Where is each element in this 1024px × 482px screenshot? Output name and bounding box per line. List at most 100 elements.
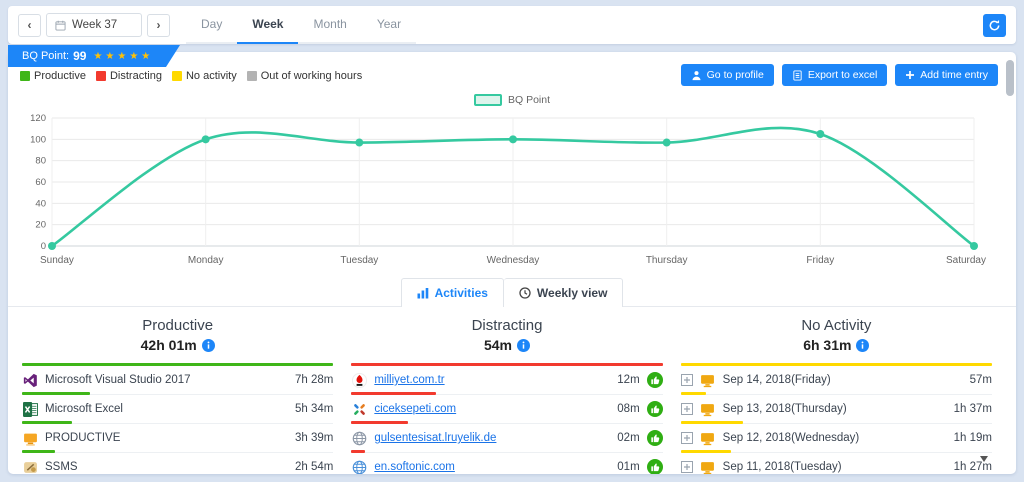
site-link[interactable]: ciceksepeti.com	[374, 403, 457, 415]
tab-week[interactable]: Week	[237, 6, 299, 44]
distracting-swatch	[95, 71, 106, 81]
monitor-icon	[700, 372, 716, 388]
thumbs-up-icon[interactable]	[646, 459, 663, 474]
scrollbar-thumb[interactable]	[1006, 60, 1014, 96]
table-row: Sep 12, 2018(Wednesday) 1h 19m	[680, 424, 992, 453]
duration: 3h 39m	[294, 432, 334, 444]
svg-text:0: 0	[41, 241, 46, 252]
table-row: gulsentesisat.lruyelik.de 02m	[351, 424, 663, 453]
table-row: Sep 14, 2018(Friday) 57m	[680, 366, 992, 395]
range-tabs: Day Week Month Year	[186, 6, 417, 44]
table-row: milliyet.com.tr 12m	[351, 366, 663, 395]
tab-weekly-view[interactable]: Weekly view	[503, 278, 624, 307]
usage-bar	[680, 421, 743, 424]
add-time-entry-button[interactable]: Add time entry	[895, 64, 998, 86]
week-picker-input[interactable]: Week 37	[46, 13, 142, 37]
usage-bar	[22, 392, 90, 395]
duration: 1h 37m	[953, 403, 992, 415]
table-row[interactable]: Microsoft Visual Studio 2017 7h 28m	[22, 366, 334, 395]
clock-icon	[519, 287, 531, 299]
plus-icon	[905, 70, 915, 80]
export-to-excel-button[interactable]: Export to excel	[781, 64, 888, 86]
date-label: Sep 12, 2018(Wednesday)	[722, 432, 860, 444]
site-link[interactable]: milliyet.com.tr	[374, 374, 445, 386]
legend-distracting: Distracting	[95, 70, 162, 82]
productive-title: Productive	[142, 317, 214, 334]
refresh-icon	[988, 19, 1001, 32]
site-link[interactable]: gulsentesisat.lruyelik.de	[374, 432, 497, 444]
thumbs-up-icon[interactable]	[646, 401, 663, 417]
tab-month[interactable]: Month	[298, 6, 362, 44]
monitor-icon	[700, 459, 716, 474]
export-file-icon	[792, 69, 803, 81]
expand-icon[interactable]	[680, 403, 693, 415]
svg-text:100: 100	[30, 134, 46, 145]
bq-point-label: BQ Point:	[22, 50, 70, 62]
monitor-icon	[700, 430, 716, 446]
usage-bar	[351, 392, 437, 395]
table-row[interactable]: PRODUCTIVE 3h 39m	[22, 424, 334, 453]
duration: 01m	[617, 461, 640, 473]
site-link[interactable]: en.softonic.com	[374, 461, 455, 473]
dashboard-card: Productive Distracting No activity Out o…	[8, 52, 1016, 474]
monitor-icon	[700, 401, 716, 417]
visual-studio-icon	[22, 372, 38, 388]
productive-total: 42h 01m	[140, 337, 197, 353]
chart-legend[interactable]: BQ Point	[8, 94, 1016, 106]
table-row: Sep 11, 2018(Tuesday) 1h 27m	[680, 453, 992, 474]
expand-icon[interactable]	[680, 432, 693, 444]
distracting-title: Distracting	[471, 317, 543, 334]
table-row[interactable]: Microsoft Excel 5h 34m	[22, 395, 334, 424]
distracting-column: Distracting 54m milliyet.com.tr 12m cice…	[351, 307, 663, 474]
go-to-profile-button[interactable]: Go to profile	[680, 64, 774, 86]
app-name: Microsoft Visual Studio 2017	[45, 374, 191, 386]
view-tabs: Activities Weekly view	[8, 278, 1016, 307]
bq-point-chart: 0 20 40 60 80 100 120 Sunday Monday Tuesday Wednes…	[22, 108, 1010, 274]
globe-icon	[351, 459, 367, 474]
svg-text:60: 60	[35, 177, 46, 188]
thumbs-up-icon[interactable]	[646, 430, 663, 446]
table-row[interactable]: SSMS 2h 54m	[22, 453, 333, 474]
info-icon[interactable]	[517, 338, 530, 352]
next-week-button[interactable]: ›	[147, 13, 170, 37]
expand-icon[interactable]	[680, 374, 693, 386]
star-rating: ★★★★★	[93, 50, 154, 62]
tab-activities[interactable]: Activities	[400, 278, 504, 307]
productive-swatch	[20, 71, 30, 81]
usage-bar	[22, 421, 72, 424]
refresh-button[interactable]	[983, 13, 1006, 37]
usage-bar	[351, 450, 366, 453]
week-picker-value: Week 37	[72, 19, 118, 31]
usage-bar	[680, 450, 731, 453]
activity-columns: Productive 42h 01m Microsoft Visual Stud…	[8, 307, 1006, 474]
scroll-down-arrow[interactable]	[980, 456, 988, 462]
info-icon[interactable]	[856, 338, 870, 352]
no-activity-rule	[680, 363, 992, 366]
no-activity-total: 6h 31m	[803, 337, 852, 353]
svg-text:Wednesday: Wednesday	[487, 255, 540, 266]
distracting-total: 54m	[483, 337, 512, 353]
previous-week-button[interactable]: ‹	[18, 13, 41, 37]
table-row: ciceksepeti.com 08m	[351, 395, 663, 424]
expand-icon[interactable]	[680, 461, 693, 473]
duration: 1h 19m	[953, 432, 992, 444]
thumbs-up-icon[interactable]	[646, 372, 663, 388]
productive-app-icon	[22, 430, 38, 446]
info-icon[interactable]	[201, 338, 215, 352]
date-label: Sep 13, 2018(Thursday)	[722, 403, 847, 415]
date-label: Sep 11, 2018(Tuesday)	[722, 461, 842, 473]
chart-legend-label: BQ Point	[507, 94, 551, 106]
tab-day[interactable]: Day	[186, 6, 238, 44]
bq-line-chart: 0 20 40 60 80 100 120 Sunday Monday Tuesday Wednes…	[30, 113, 986, 266]
bq-point-value: 99	[73, 49, 87, 63]
ssms-icon	[22, 459, 38, 474]
tab-year[interactable]: Year	[361, 6, 417, 44]
duration: 08m	[617, 403, 640, 415]
excel-icon	[22, 401, 38, 417]
svg-text:80: 80	[35, 156, 46, 167]
productive-column: Productive 42h 01m Microsoft Visual Stud…	[22, 307, 334, 474]
vertical-scrollbar[interactable]	[1006, 58, 1014, 468]
milliyet-favicon	[351, 372, 367, 388]
duration: 5h 34m	[294, 403, 334, 415]
